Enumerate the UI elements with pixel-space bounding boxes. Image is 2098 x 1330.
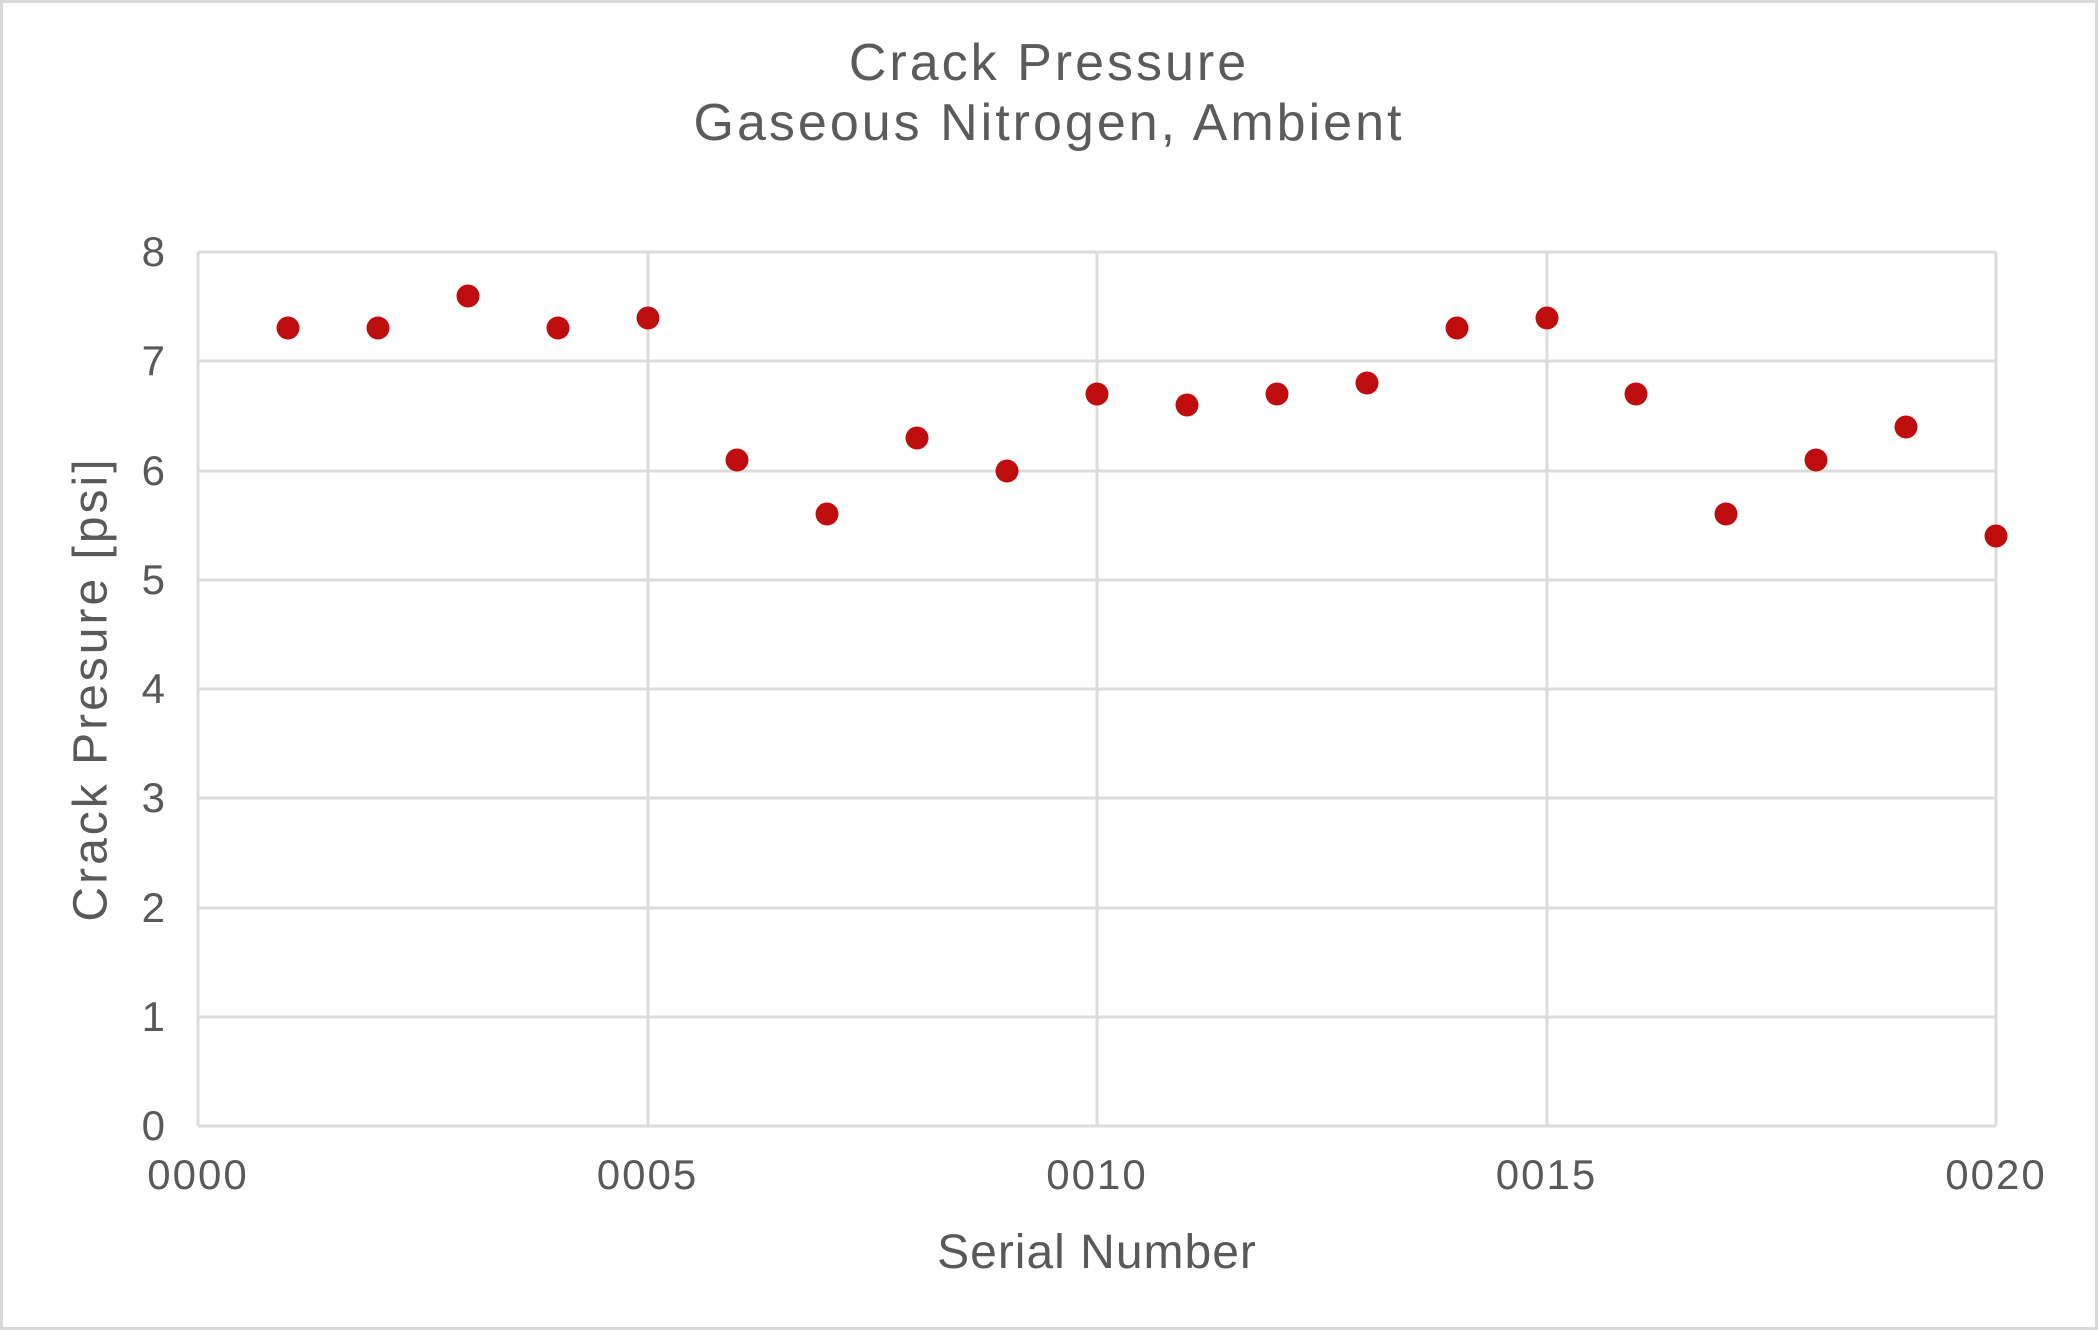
x-axis-tick-label: 0015 [1495,1151,1598,1198]
y-axis-tick-label: 8 [141,228,166,275]
data-point [366,316,390,340]
y-axis-tick-label: 5 [141,555,166,603]
data-point [1535,306,1558,330]
data-point [815,502,839,526]
data-point [905,426,929,450]
data-point [546,316,570,340]
y-axis-title: Crack Presure [psi] [64,456,118,922]
x-axis-tick-label: 0010 [1046,1151,1148,1198]
y-axis-tick-label: 4 [141,665,166,712]
y-axis-tick-label: 1 [141,992,166,1040]
data-point [995,459,1019,482]
data-point [1445,316,1469,340]
data-point [636,306,659,330]
y-axis-tick-label: 7 [141,337,166,385]
data-point [1714,502,1738,526]
plot-area: 0 1 2 3 4 5 6 7 8 0000 0005 0010 0015 0020 [142,231,2045,1196]
y-axis-tick-label: 2 [141,883,166,931]
data-point [725,448,749,472]
data-point [276,316,300,340]
x-axis-title: Serial Number [937,1226,1257,1279]
data-point [1804,448,1828,472]
data-point [1624,382,1648,406]
y-axis-tick-label: 6 [141,446,166,494]
data-point [456,284,480,308]
gridline-vertical [1994,252,1998,1126]
y-axis-tick-label: 0 [141,1102,166,1149]
gridline-vertical [1095,252,1099,1126]
y-axis-tick-label: 3 [141,774,166,822]
gridline-vertical [1545,252,1548,1126]
data-point [1984,524,2008,548]
data-point [1894,415,1918,439]
x-axis-tick-label: 0005 [596,1151,699,1198]
chart-title: Crack Pressure Gaseous Nitrogen, Ambient [3,33,2095,153]
data-point [1175,393,1199,417]
chart-title-line2: Gaseous Nitrogen, Ambient [693,94,1405,152]
data-point [1085,382,1109,406]
gridline-vertical [646,252,649,1126]
chart-title-line1: Crack Pressure [848,34,1250,92]
data-point [1355,371,1379,395]
x-axis-tick-label: 0000 [147,1151,249,1198]
x-axis-tick-label: 0020 [1945,1151,2047,1198]
gridline-horizontal [198,1124,1996,1128]
gridline-vertical [196,252,200,1126]
data-point [1265,382,1289,406]
